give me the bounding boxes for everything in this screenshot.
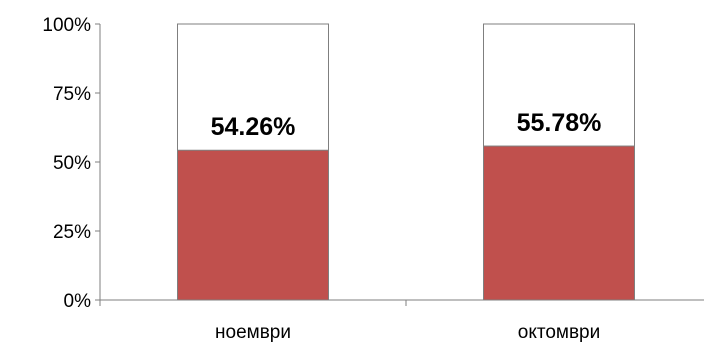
data-label: 55.78% <box>517 109 602 137</box>
bar-segment-primary <box>177 150 329 300</box>
data-labels: 54.26% 55.78% <box>211 109 602 141</box>
bars <box>177 23 635 301</box>
data-label: 54.26% <box>211 113 296 141</box>
y-axis: 0% 25% 50% 75% 100% <box>42 15 101 312</box>
y-tick-label: 75% <box>53 84 91 105</box>
bar-segment-primary <box>483 146 635 300</box>
x-category-label: ноември <box>215 322 291 343</box>
x-axis: ноември октомври <box>99 299 704 343</box>
bar-segment-remainder <box>177 23 329 151</box>
y-tick-label: 0% <box>64 291 92 312</box>
y-tick-label: 50% <box>53 153 91 174</box>
y-tick-label: 100% <box>42 15 91 36</box>
y-tick-label: 25% <box>53 222 91 243</box>
bar-segment-remainder <box>483 23 635 147</box>
x-category-label: октомври <box>518 322 601 343</box>
